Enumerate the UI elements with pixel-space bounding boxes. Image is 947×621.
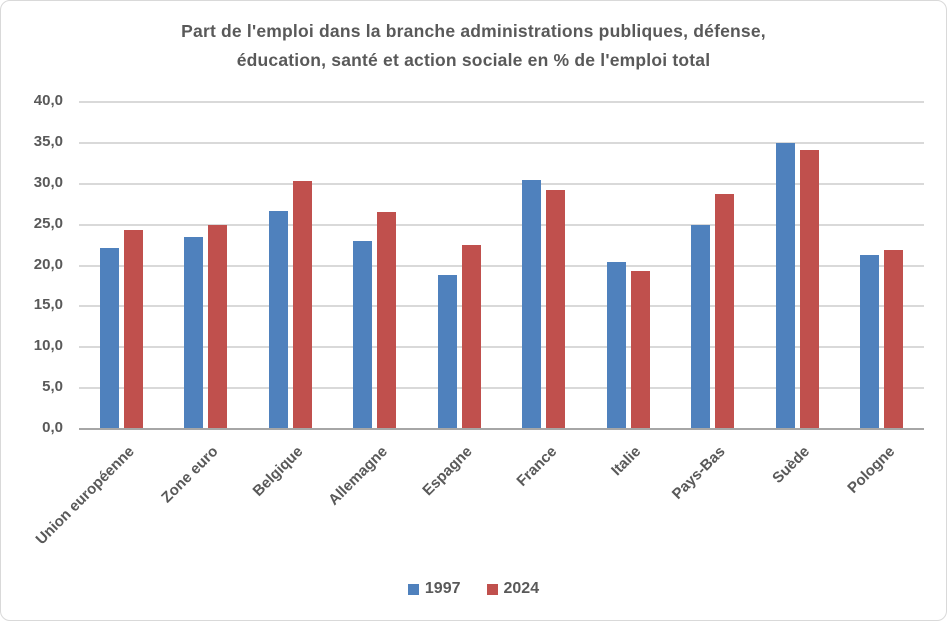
bar-1997 xyxy=(860,254,880,429)
gridline xyxy=(79,223,924,226)
bar-1997 xyxy=(606,262,626,429)
y-tick-label: 15,0 xyxy=(33,296,63,314)
bar-group-1 xyxy=(79,102,164,429)
legend: 1997 2024 xyxy=(1,580,946,598)
legend-swatch-icon xyxy=(486,583,498,595)
bar-2024 xyxy=(292,181,312,429)
legend-item-2024: 2024 xyxy=(486,580,540,598)
bar-1997 xyxy=(691,225,711,429)
bar-1997 xyxy=(99,248,119,429)
bar-2024 xyxy=(884,249,904,429)
x-axis-label: Espagne xyxy=(419,443,476,500)
legend-label: 2024 xyxy=(503,580,540,597)
x-axis-label: Pologne xyxy=(843,443,898,497)
bar-1997 xyxy=(775,142,795,429)
bar-group-9 xyxy=(755,102,840,429)
y-tick-label: 5,0 xyxy=(42,378,63,396)
x-axis-label: Union européenne xyxy=(32,443,138,549)
x-axis-label: France xyxy=(512,443,560,490)
x-axis-label: Zone euro xyxy=(158,443,222,507)
y-tick-label: 10,0 xyxy=(33,337,63,355)
bar-2024 xyxy=(715,193,735,429)
gridline xyxy=(79,305,924,308)
bar-2024 xyxy=(377,212,397,429)
y-tick-label: 0,0 xyxy=(42,419,63,436)
bar-1997 xyxy=(268,210,288,429)
y-tick-label: 20,0 xyxy=(33,255,63,273)
x-axis-label: Suède xyxy=(769,443,814,487)
x-axis-label: Italie xyxy=(608,443,645,480)
bar-2024 xyxy=(123,230,143,429)
gridline xyxy=(79,264,924,267)
x-axis-label: Belgique xyxy=(249,443,307,500)
bar-group-3 xyxy=(248,102,333,429)
bar-group-10 xyxy=(840,102,925,429)
plot-area: 0,0 5,0 10,0 15,0 20,0 25,0 30,0 35,0 40,0 xyxy=(34,92,925,436)
y-tick-label: 35,0 xyxy=(33,132,63,150)
y-tick-label: 30,0 xyxy=(33,173,63,191)
bar-1997 xyxy=(522,180,542,429)
bar-1997 xyxy=(353,240,373,429)
chart-title-line2: éducation, santé et action sociale en % … xyxy=(236,50,711,70)
gridline xyxy=(79,141,924,144)
chart-title-line1: Part de l'emploi dans la branche adminis… xyxy=(181,21,766,41)
gridline xyxy=(79,346,924,349)
x-axis-label: Allemagne xyxy=(325,443,391,509)
gridline xyxy=(79,101,924,103)
gridline xyxy=(79,182,924,185)
bar-group-8 xyxy=(671,102,756,429)
bar-2024 xyxy=(799,150,819,429)
bar-1997 xyxy=(437,275,457,429)
bar-1997 xyxy=(184,236,204,429)
legend-swatch-icon xyxy=(407,583,419,595)
x-axis-line xyxy=(79,428,924,430)
bar-2024 xyxy=(461,245,481,429)
bar-group-4 xyxy=(333,102,418,429)
x-axis-label: Pays-Bas xyxy=(668,443,729,503)
y-tick-label: 40,0 xyxy=(33,92,63,109)
bar-group-5 xyxy=(417,102,502,429)
bar-2024 xyxy=(208,224,228,429)
y-tick-label: 25,0 xyxy=(33,214,63,232)
bar-group-6 xyxy=(502,102,587,429)
legend-label: 1997 xyxy=(424,580,461,597)
bar-group-7 xyxy=(586,102,671,429)
bar-2024 xyxy=(546,190,566,429)
bar-group-2 xyxy=(164,102,249,429)
chart-title: Part de l'emploi dans la branche adminis… xyxy=(1,17,946,75)
gridline xyxy=(79,387,924,390)
bar-2024 xyxy=(630,271,650,429)
legend-item-1997: 1997 xyxy=(407,580,461,598)
